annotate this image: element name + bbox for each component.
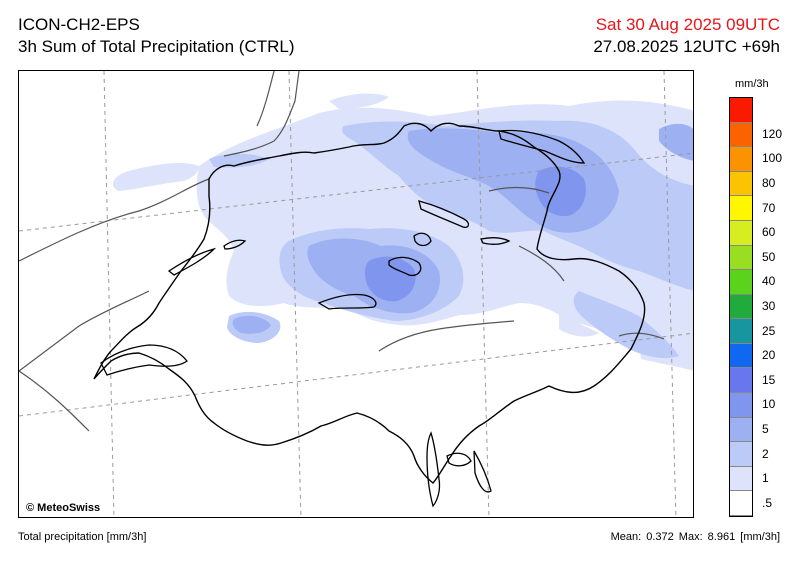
lake-walen bbox=[480, 237, 511, 245]
legend-label: 30 bbox=[762, 299, 776, 313]
legend-swatch bbox=[730, 466, 752, 492]
legend-label: 80 bbox=[762, 176, 776, 191]
legend-label: 50 bbox=[762, 249, 776, 264]
precipitation-field bbox=[112, 93, 693, 371]
precip-moderate-east bbox=[573, 291, 679, 359]
legend-swatch bbox=[730, 171, 752, 197]
title-block: ICON-CH2-EPS 3h Sum of Total Precipitati… bbox=[18, 14, 295, 58]
other-borders bbox=[19, 71, 665, 432]
legend-label: .5 bbox=[762, 495, 773, 510]
precip-heavy-sw bbox=[232, 315, 271, 334]
time-block: Sat 30 Aug 2025 09UTC 27.08.2025 12UTC +… bbox=[593, 14, 780, 58]
legend-label: 60 bbox=[762, 225, 776, 240]
legend-label: 70 bbox=[762, 200, 776, 215]
precip-intense-central bbox=[365, 256, 416, 302]
legend-label: 15 bbox=[762, 372, 776, 387]
lake-lugano bbox=[446, 452, 472, 467]
legend-label: 10 bbox=[762, 397, 776, 412]
lake-biel bbox=[223, 239, 247, 250]
valid-time: Sat 30 Aug 2025 09UTC bbox=[595, 15, 780, 34]
legend-label: 5 bbox=[762, 421, 769, 436]
legend-swatch bbox=[730, 196, 752, 221]
precipitation-map[interactable]: © MeteoSwiss bbox=[18, 70, 694, 518]
legend-swatch bbox=[730, 417, 752, 443]
legend-label: 100 bbox=[762, 151, 783, 166]
product-name: 3h Sum of Total Precipitation (CTRL) bbox=[18, 37, 295, 56]
lakes bbox=[100, 129, 586, 508]
legend-swatch bbox=[730, 98, 752, 123]
stats-label: Mean: 0.372 Max: 8.961 [mm/3h] bbox=[610, 531, 780, 543]
legend-swatch bbox=[730, 393, 752, 418]
precip-light-west bbox=[112, 163, 199, 191]
legend-colorbar bbox=[729, 97, 753, 517]
run-info: 27.08.2025 12UTC +69h bbox=[593, 37, 780, 56]
legend-swatch bbox=[730, 294, 752, 320]
legend-label: 120 bbox=[762, 126, 783, 141]
lake-geneva bbox=[100, 344, 188, 376]
legend-swatch bbox=[730, 442, 752, 467]
lake-maggiore bbox=[426, 431, 441, 508]
lake-como bbox=[473, 450, 492, 493]
national-border bbox=[93, 122, 646, 484]
precip-heavy-ne-spot bbox=[659, 124, 693, 161]
lake-constance bbox=[498, 129, 586, 164]
variable-label: Total precipitation [mm/3h] bbox=[18, 531, 147, 543]
legend-unit: mm/3h bbox=[735, 78, 769, 90]
map-canvas bbox=[19, 71, 693, 517]
precip-light-jura bbox=[219, 186, 269, 206]
legend-label: 2 bbox=[762, 446, 769, 461]
lake-lucerne bbox=[388, 256, 422, 277]
legend-swatch bbox=[730, 122, 752, 148]
precip-intense-ne bbox=[535, 166, 586, 217]
precip-moderate-west bbox=[209, 153, 269, 168]
lat-lon-grid bbox=[19, 71, 693, 517]
lake-zug bbox=[413, 232, 432, 247]
model-name: ICON-CH2-EPS bbox=[18, 15, 140, 34]
legend-swatch bbox=[730, 319, 752, 344]
legend-swatch bbox=[730, 343, 752, 369]
lake-thun-brienz bbox=[317, 293, 377, 310]
legend-label: 40 bbox=[762, 274, 776, 289]
legend-swatch bbox=[730, 245, 752, 271]
legend-swatch bbox=[730, 270, 752, 295]
legend-label: 20 bbox=[762, 348, 776, 363]
precip-light-north bbox=[329, 93, 389, 109]
precip-light-south bbox=[559, 311, 599, 337]
legend-swatch bbox=[730, 220, 752, 246]
map-credit: © MeteoSwiss bbox=[24, 502, 103, 514]
legend-swatch bbox=[730, 491, 752, 516]
legend-label: 1 bbox=[762, 471, 769, 486]
lake-zurich bbox=[418, 200, 470, 229]
legend-swatch bbox=[730, 147, 752, 172]
lake-neuchatel bbox=[167, 247, 217, 276]
legend-swatch bbox=[730, 368, 752, 394]
legend-label: 25 bbox=[762, 323, 776, 338]
